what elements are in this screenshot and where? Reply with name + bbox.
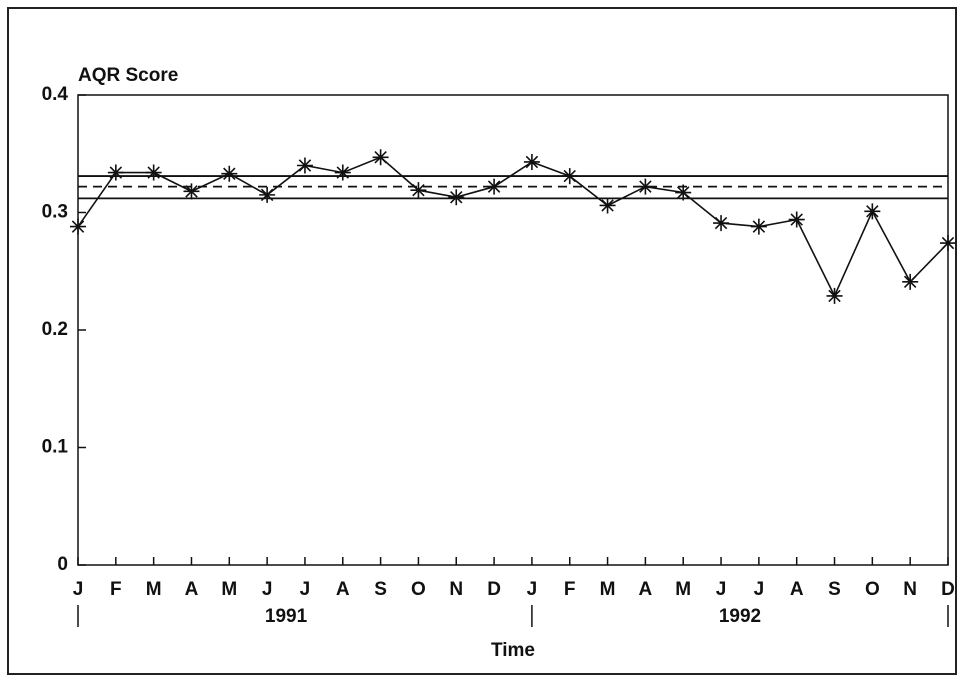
x-axis-label: Time: [491, 640, 535, 661]
data-point: [561, 168, 578, 185]
x-tick-label: J: [754, 579, 765, 600]
x-tick-label: J: [716, 579, 727, 600]
x-group-label: 1992: [719, 606, 761, 627]
x-tick-label: J: [300, 579, 311, 600]
data-point: [183, 183, 200, 200]
data-point: [637, 178, 654, 195]
data-point: [296, 157, 313, 174]
x-tick-label: A: [639, 579, 653, 600]
y-axis-label: AQR Score: [78, 65, 178, 86]
x-group-label: 1991: [265, 606, 308, 627]
x-tick-label: J: [73, 579, 84, 600]
y-tick-label: 0.4: [42, 84, 69, 105]
x-tick-label: F: [564, 579, 576, 600]
x-tick-label: A: [185, 579, 199, 600]
x-tick-label: M: [675, 579, 691, 600]
x-tick-label: F: [110, 579, 122, 600]
x-tick-label: M: [146, 579, 162, 600]
x-tick-label: M: [221, 579, 237, 600]
frame: [7, 7, 957, 675]
x-tick-label: A: [790, 579, 804, 600]
data-point: [107, 164, 124, 181]
data-point: [334, 164, 351, 181]
data-point: [145, 164, 162, 181]
data-point: [486, 178, 503, 195]
x-tick-label: O: [411, 579, 426, 600]
x-tick-label: M: [600, 579, 616, 600]
data-point: [372, 149, 389, 166]
x-tick-label: S: [374, 579, 387, 600]
x-tick-label: D: [487, 579, 501, 600]
x-tick-label: J: [262, 579, 273, 600]
x-tick-label: A: [336, 579, 350, 600]
data-point: [788, 211, 805, 228]
x-tick-label: N: [903, 579, 917, 600]
plot-area: [77, 94, 949, 566]
x-tick-label: J: [527, 579, 538, 600]
y-tick-label: 0.1: [42, 437, 69, 458]
data-point: [713, 215, 730, 232]
data-point: [750, 218, 767, 235]
data-point: [448, 189, 465, 206]
y-tick-label: 0.2: [42, 319, 68, 340]
y-tick-label: 0: [57, 554, 68, 575]
data-point: [523, 153, 540, 170]
data-point: [599, 197, 616, 214]
data-point: [864, 203, 881, 220]
data-point: [902, 273, 919, 290]
data-point: [675, 184, 692, 201]
data-point: [259, 186, 276, 203]
x-tick-label: N: [449, 579, 463, 600]
x-tick-label: D: [941, 579, 955, 600]
y-tick-label: 0.3: [42, 202, 68, 223]
data-point: [70, 218, 86, 235]
data-point: [410, 182, 427, 199]
data-point: [940, 235, 956, 252]
x-tick-label: O: [865, 579, 880, 600]
series-line: [77, 156, 949, 298]
data-point: [826, 287, 843, 304]
x-tick-label: S: [828, 579, 841, 600]
data-point: [221, 165, 238, 182]
